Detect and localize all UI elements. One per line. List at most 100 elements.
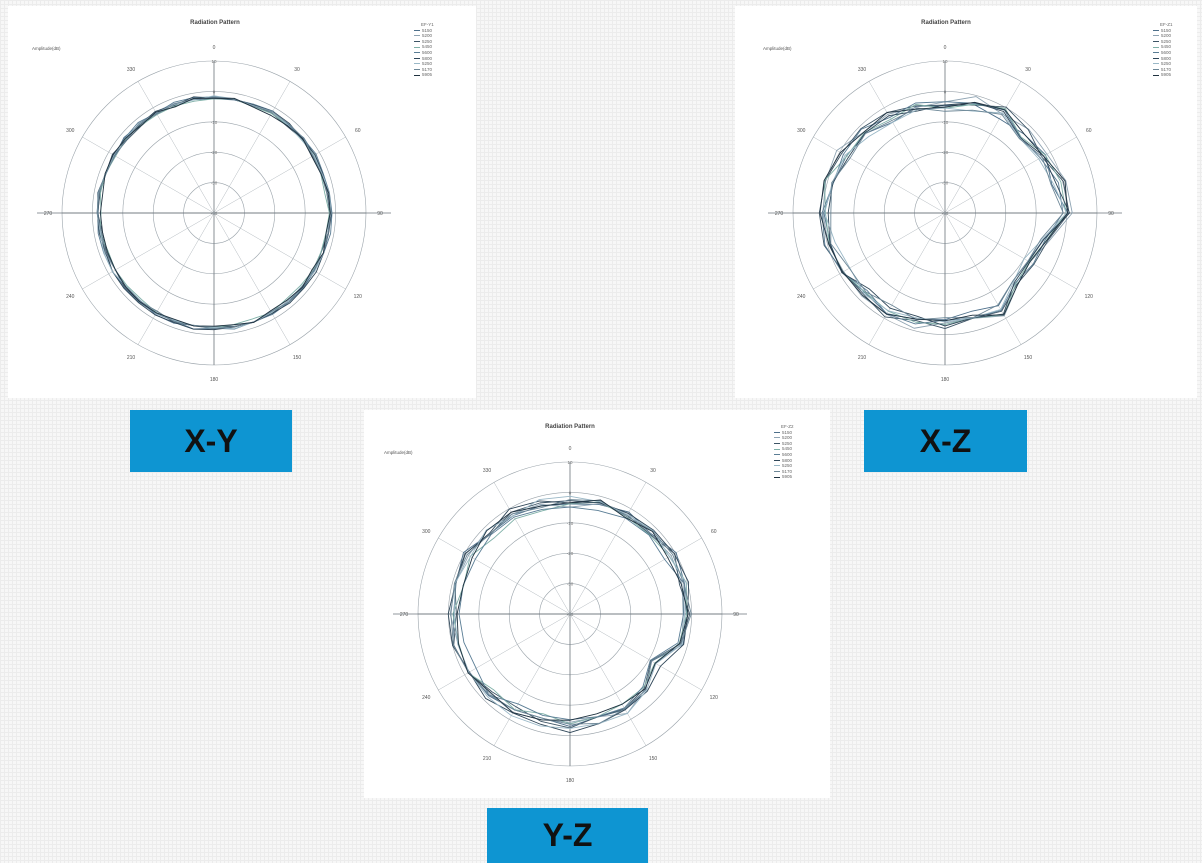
angle-spoke [213,136,346,214]
legend-entry: 5250 [1153,61,1173,67]
angle-tick-label: 120 [710,695,719,701]
legend-entry: 5450 [774,446,794,452]
legend-label: 5170 [782,468,793,474]
legend-label: 5250 [422,61,433,67]
angle-tick-label: 240 [797,294,806,300]
series-line-5250 [96,95,332,330]
series-line-5600 [821,101,1064,325]
legend-entry: 5800 [414,56,434,62]
legend-label: 5250 [782,463,793,469]
legend-entry: 5450 [414,44,434,50]
legend-entry: 5250 [1153,39,1173,45]
legend-entry: 5600 [774,452,794,458]
legend-swatch [1153,41,1159,43]
series-line-5250 [453,495,687,729]
angle-spoke [944,136,1077,214]
angle-spoke [944,212,1077,290]
legend-entry: 5250 [414,39,434,45]
angle-tick-label: 150 [293,355,302,361]
angle-tick-label: 120 [1085,294,1094,300]
legend-swatch [414,74,420,76]
angle-tick-label: 210 [483,756,492,762]
angle-tick-label: 30 [650,468,656,474]
series-line-5800 [97,96,333,331]
legend-label: 5150 [422,27,433,33]
angle-tick-label: 150 [1024,355,1033,361]
angle-spoke [868,212,946,345]
legend-swatch [1153,46,1159,48]
xz-legend: EF-Z1 5150 5200 5250 5450 5600 5800 5250 5170 59… [1153,22,1173,78]
angle-spoke [493,482,571,615]
legend-swatch [414,46,420,48]
series-line-5170 [830,107,1064,321]
series-line-5905 [456,499,689,721]
legend-entry: 5150 [774,430,794,436]
series-line-5150 [452,503,687,727]
legend-label: 5150 [782,429,793,435]
angle-tick-label: 0 [569,446,572,452]
angle-spoke [213,212,291,345]
legend-label: 5150 [1161,27,1172,33]
xy-polar-chart: 100-10-20-30-400306090120150180210240270… [37,45,391,383]
legend-label: 5905 [1161,72,1172,78]
legend-label: 5250 [422,38,433,44]
xz-chart-title: Radiation Pattern [921,20,971,26]
legend-label: 5200 [422,33,433,39]
angle-tick-label: 330 [858,67,867,73]
legend-label: 5600 [422,49,433,55]
legend-swatch [1153,57,1159,59]
xy-plane-label: X-Y [130,410,292,472]
series-line-5450 [824,103,1067,325]
xz-chart-panel: 100-10-20-30-400306090120150180210240270… [735,6,1197,398]
angle-tick-label: 90 [377,211,383,217]
angle-spoke [137,81,215,214]
legend-entry: 5905 [1153,72,1173,78]
legend-entry: 5450 [1153,44,1173,50]
angle-tick-label: 180 [210,377,219,383]
legend-swatch [774,431,780,433]
legend-entry: 5170 [1153,67,1173,73]
angle-tick-label: 0 [944,45,947,51]
angle-tick-label: 210 [127,355,136,361]
angle-tick-label: 60 [355,128,361,134]
angle-spoke [944,81,1022,214]
legend-entry: 5170 [774,469,794,475]
angle-tick-label: 120 [354,294,363,300]
legend-entry: 5250 [774,441,794,447]
legend-swatch [1153,35,1159,37]
yz-polar-chart: 100-10-20-30-400306090120150180210240270… [393,446,747,784]
yz-amplitude-label: Amplitude(dB) [384,450,413,455]
angle-spoke [569,537,702,615]
series-line-5170 [96,96,332,329]
angle-spoke [82,212,215,290]
angle-spoke [82,136,215,214]
legend-entry: 5600 [1153,50,1173,56]
series-line-5600 [458,506,685,721]
legend-entry: 5800 [1153,56,1173,62]
legend-swatch [414,57,420,59]
angle-spoke [813,136,946,214]
legend-label: 5800 [422,55,433,61]
yz-chart-panel: 100-10-20-30-400306090120150180210240270… [364,410,830,798]
xy-legend-title: EF-Y1 [421,22,434,27]
angle-tick-label: 240 [422,695,431,701]
angle-tick-label: 60 [711,529,717,535]
angle-spoke [569,482,647,615]
legend-entry: 5200 [414,33,434,39]
series-line-5170 [450,499,692,725]
xy-amplitude-label: Amplitude(dB) [32,46,61,51]
angle-tick-label: 90 [733,612,739,618]
angle-spoke [569,613,702,691]
xz-polar-chart: 100-10-20-30-400306090120150180210240270… [768,45,1122,383]
legend-label: 5250 [1161,61,1172,67]
angle-tick-label: 300 [797,128,806,134]
legend-swatch [414,29,420,31]
legend-swatch [414,52,420,54]
legend-entry: 5250 [774,463,794,469]
series-line-5905 [819,101,1068,322]
angle-spoke [137,212,215,345]
xz-amplitude-label: Amplitude(dB) [763,46,792,51]
angle-tick-label: 270 [400,612,409,618]
legend-label: 5600 [782,451,793,457]
angle-tick-label: 270 [44,211,53,217]
